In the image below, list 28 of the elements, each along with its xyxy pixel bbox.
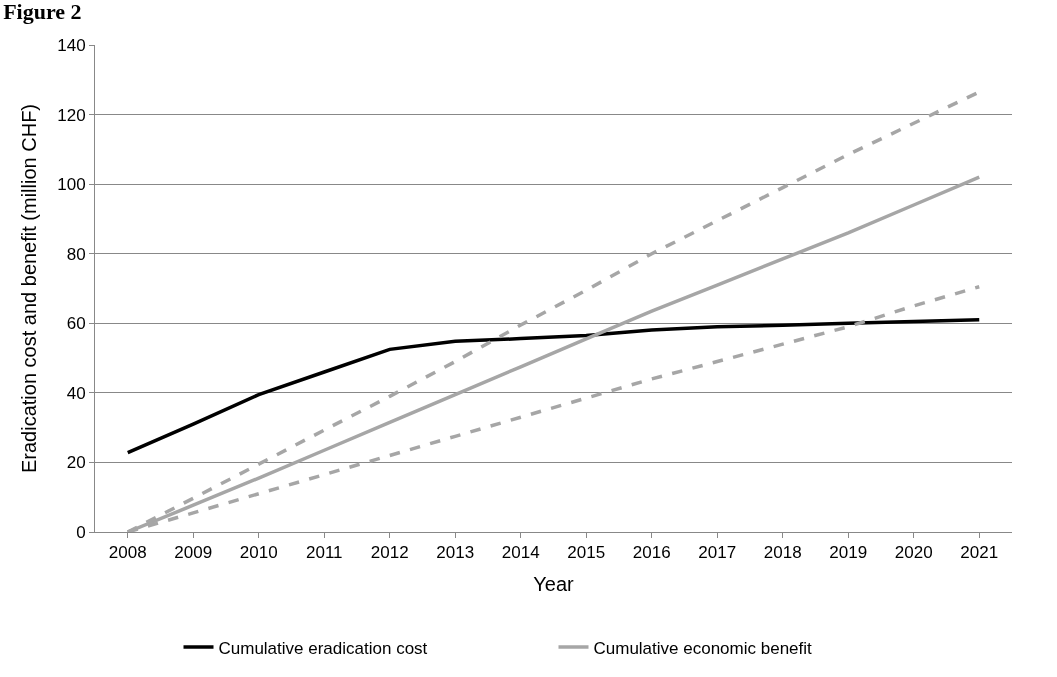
y-tick-label: 140 bbox=[57, 35, 86, 55]
y-tick-label: 80 bbox=[66, 244, 86, 264]
y-tick-label: 20 bbox=[66, 453, 86, 473]
legend-label: Cumulative eradication cost bbox=[218, 638, 428, 658]
x-axis-title: Year bbox=[533, 572, 575, 595]
x-tick-label: 2014 bbox=[501, 543, 540, 563]
y-tick-label: 60 bbox=[66, 314, 86, 334]
x-tick-label: 2012 bbox=[370, 543, 409, 563]
x-tick-label: 2019 bbox=[829, 543, 868, 563]
x-tick-label: 2021 bbox=[960, 543, 999, 563]
x-tick-label: 2017 bbox=[698, 543, 737, 563]
y-tick-label: 40 bbox=[66, 383, 86, 403]
line-series bbox=[126, 318, 981, 455]
x-tick-label: 2015 bbox=[567, 543, 606, 563]
legend-label: Cumulative economic benefit bbox=[593, 638, 813, 658]
y-axis-title: Eradication cost and benefit (million CHF) bbox=[17, 103, 40, 474]
x-tick-label: 2009 bbox=[174, 543, 213, 563]
x-tick-label: 2020 bbox=[894, 543, 933, 563]
x-tick-label: 2013 bbox=[436, 543, 475, 563]
y-tick-label: 100 bbox=[57, 175, 86, 195]
x-tick-label: 2010 bbox=[239, 543, 278, 563]
y-tick-label: 0 bbox=[76, 522, 86, 542]
chart-title: Figure 2 bbox=[3, 0, 82, 24]
x-tick-label: 2018 bbox=[763, 543, 802, 563]
x-tick-label: 2008 bbox=[108, 543, 147, 563]
y-tick-label: 120 bbox=[57, 105, 86, 125]
x-tick-label: 2011 bbox=[305, 543, 343, 563]
x-tick-label: 2016 bbox=[632, 543, 671, 563]
